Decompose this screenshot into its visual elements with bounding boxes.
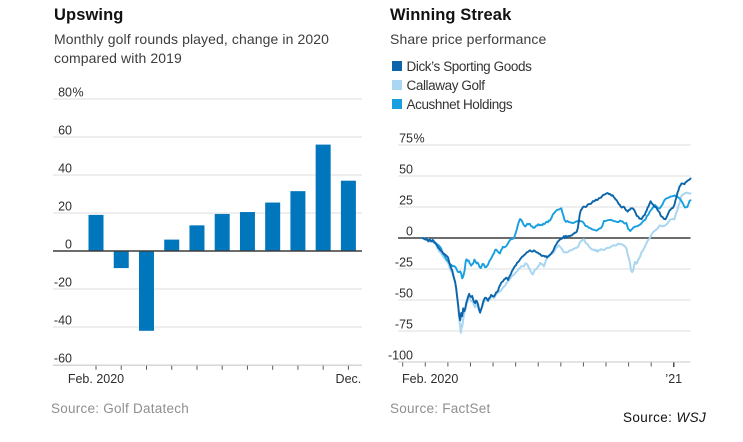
line-chart-source: Source: FactSet bbox=[390, 401, 491, 416]
line-series-acushnet-holdings bbox=[421, 194, 692, 280]
wsj-credit-prefix: Source: bbox=[623, 410, 673, 425]
legend-swatch-callaway-golf bbox=[392, 80, 402, 90]
legend-label-dicks-sporting-goods: Dick’s Sporting Goods bbox=[406, 58, 532, 74]
legend-item-acushnet-holdings: Acushnet Holdings bbox=[392, 95, 531, 113]
wsj-credit-name: WSJ bbox=[676, 410, 707, 425]
bar-ytick-label--20: -20 bbox=[54, 276, 72, 290]
bar-may bbox=[164, 239, 180, 251]
bar-ytick-label-0: 0 bbox=[65, 238, 72, 252]
wsj-credit: Source: WSJ bbox=[623, 410, 706, 425]
bar-chart-title: Upswing bbox=[54, 6, 124, 24]
bar-chart-subtitle: Monthly golf rounds played, change in 20… bbox=[54, 31, 330, 66]
bar-xlabel-last: Dec. bbox=[336, 372, 362, 386]
line-ytick-label--50: -50 bbox=[395, 287, 413, 301]
bar-nov- bbox=[315, 144, 331, 251]
line-ytick-label-0: 0 bbox=[406, 225, 413, 239]
bar-oct- bbox=[290, 191, 306, 251]
bar-ytick-label-80-num: 80 bbox=[58, 86, 72, 100]
bar-ytick-label-20: 20 bbox=[58, 200, 72, 214]
line-series-dick-s-sporting-goods bbox=[421, 177, 692, 322]
line-chart-legend: Dick’s Sporting Goods Callaway Golf Acus… bbox=[392, 57, 532, 113]
line-chart-title: Winning Streak bbox=[390, 6, 512, 24]
line-ytick-label--100: -100 bbox=[388, 349, 413, 363]
bar-ytick-label-60: 60 bbox=[58, 124, 72, 138]
bar-april bbox=[138, 251, 154, 331]
legend-swatch-dicks-sporting-goods bbox=[392, 61, 402, 71]
line-ytick-label--75: -75 bbox=[395, 318, 413, 332]
bar-march bbox=[113, 251, 129, 269]
legend-item-callaway-golf: Callaway Golf bbox=[392, 76, 531, 94]
bar-ytick-label--60: -60 bbox=[54, 352, 72, 366]
line-ytick-label-75-num: 75 bbox=[399, 132, 413, 146]
legend-swatch-acushnet-holdings bbox=[392, 99, 402, 109]
legend-label-callaway-golf: Callaway Golf bbox=[406, 77, 485, 93]
line-series-callaway-golf bbox=[421, 191, 692, 334]
legend-label-acushnet-holdings: Acushnet Holdings bbox=[406, 96, 513, 112]
line-ytick-label-75-pct: % bbox=[414, 132, 425, 146]
line-chart-subtitle: Share price performance bbox=[390, 31, 547, 47]
line-ytick-label-25: 25 bbox=[399, 194, 413, 208]
bar-sept- bbox=[265, 202, 281, 251]
bar-july bbox=[214, 213, 230, 251]
bar-ytick-label--40: -40 bbox=[54, 314, 72, 328]
bar-ytick-label-40: 40 bbox=[58, 162, 72, 176]
line-xlabel-first: Feb. 2020 bbox=[402, 372, 458, 386]
bar-june bbox=[189, 225, 205, 251]
bar-ytick-label-80-pct: % bbox=[73, 86, 84, 100]
bar-xlabel-first: Feb. 2020 bbox=[68, 372, 124, 386]
line-xlabel-last: ’21 bbox=[665, 372, 682, 386]
legend-item-dicks-sporting-goods: Dick’s Sporting Goods bbox=[392, 57, 532, 75]
line-ytick-label-50: 50 bbox=[399, 163, 413, 177]
line-ytick-label--25: -25 bbox=[395, 256, 413, 270]
bar-dec- bbox=[340, 180, 356, 251]
bar-chart-source: Source: Golf Datatech bbox=[51, 401, 190, 416]
bar-feb-2020 bbox=[88, 214, 104, 251]
bar-aug- bbox=[239, 212, 255, 251]
